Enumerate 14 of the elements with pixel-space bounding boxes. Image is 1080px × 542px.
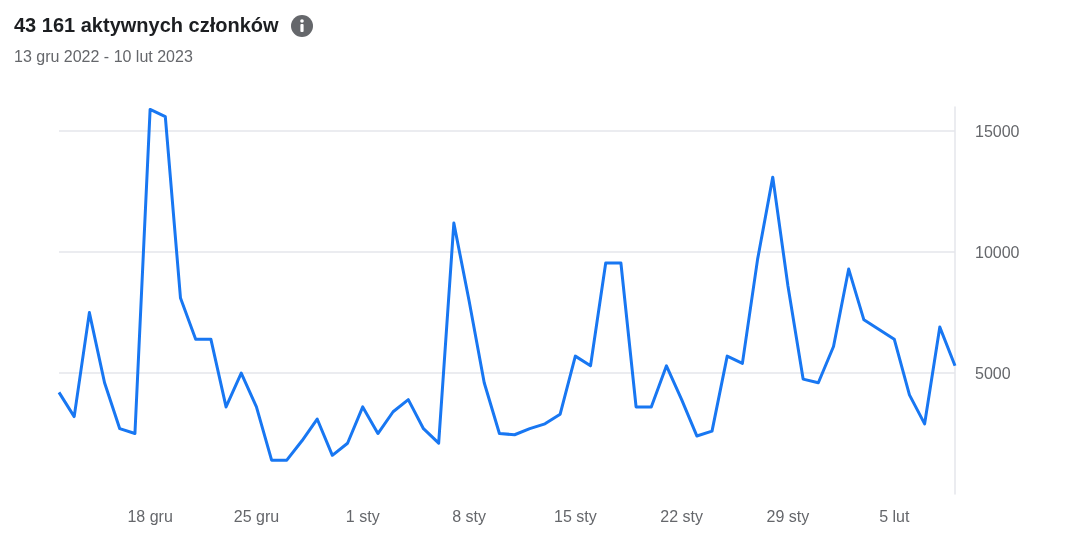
x-tick-label: 15 sty: [554, 507, 597, 525]
y-tick-label: 10000: [975, 243, 1020, 261]
x-tick-label: 25 gru: [233, 507, 280, 525]
y-tick-label: 5000: [975, 364, 1011, 382]
x-tick-label: 5 lut: [879, 507, 910, 525]
x-tick-label: 18 gru: [127, 507, 173, 525]
line-series: [57, 107, 957, 462]
y-tick-label: 15000: [975, 122, 1020, 140]
chart-title: 43 161 aktywnych członków: [14, 14, 279, 37]
chart-subtitle: 13 gru 2022 - 10 lut 2023: [14, 48, 193, 66]
x-tick-label: 29 sty: [766, 507, 810, 525]
x-tick-label: 22 sty: [660, 507, 703, 525]
x-tick-label: 8 sty: [452, 507, 486, 525]
x-tick-label: 1 sty: [345, 507, 380, 525]
